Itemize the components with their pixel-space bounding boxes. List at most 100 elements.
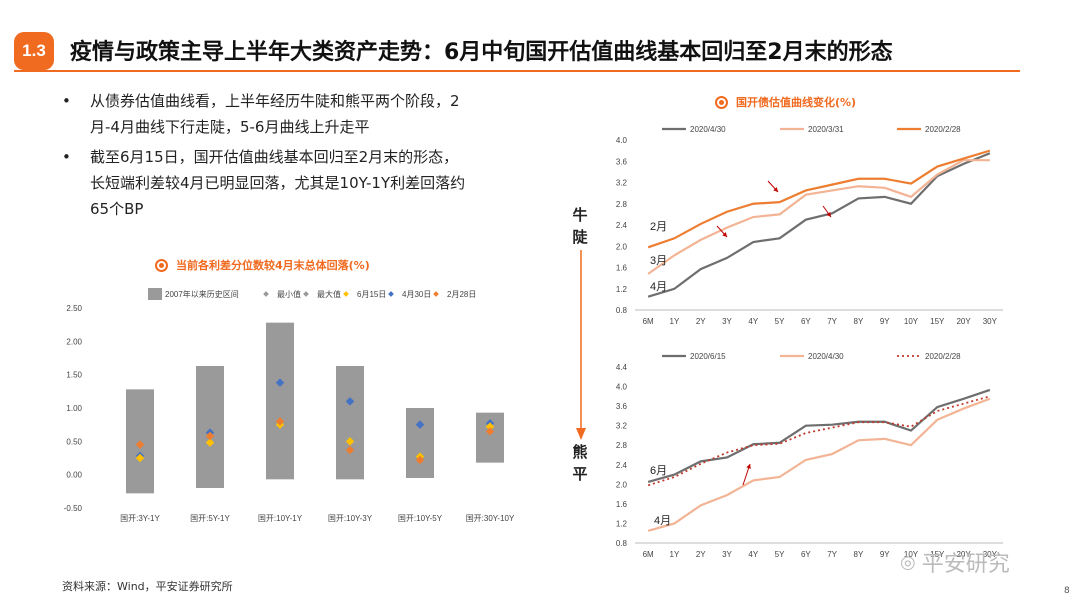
y-tick-label: 1.50 (66, 371, 82, 380)
x-tick-label: 国开:5Y-1Y (190, 514, 230, 523)
y-tick-label: 1.6 (616, 264, 628, 273)
marker-apr30 (415, 420, 425, 429)
bullet-line: 从债券估值曲线看，上半年经历牛陡和熊平两个阶段，2 (90, 92, 460, 110)
curve-annotation: 6月 (650, 465, 667, 477)
y-tick-label: 2.8 (616, 200, 628, 209)
legend-label: 2020/3/31 (808, 125, 844, 134)
watermark-text: 平安研究 (921, 552, 1010, 577)
y-tick-label: 3.6 (616, 157, 628, 166)
shift-arrowhead-icon (746, 464, 751, 469)
marker-apr30 (345, 397, 355, 406)
legend-label: 4月30日 (402, 290, 431, 299)
x-tick-label: 8Y (854, 550, 864, 559)
legend-swatch (148, 288, 162, 300)
section-badge: 1.3 (14, 32, 54, 70)
marker-feb28 (345, 445, 355, 455)
y-tick-label: 4.0 (616, 136, 628, 145)
x-tick-label: 7Y (827, 550, 837, 559)
x-tick-label: 6M (643, 317, 654, 326)
range-bar (336, 366, 364, 480)
legend-label: 最大值 (317, 289, 341, 299)
legend-swatch (343, 291, 349, 297)
bear-flat-label: 熊 平 (571, 441, 589, 485)
legend-label: 6月15日 (357, 290, 386, 299)
marker-jun15 (485, 422, 495, 431)
page-number: 8 (1064, 586, 1070, 596)
bullet-item: • 截至6月15日，国开估值曲线基本回归至2月末的形态， 长短端利差较4月已明显… (62, 144, 552, 222)
x-tick-label: 国开:10Y-5Y (398, 514, 443, 523)
bear-label-char: 熊 (572, 443, 588, 461)
spread-chart: 2.50 2.00 1.50 1.00 0.50 0.00 -0.50 2007年以来历史区间… (64, 288, 515, 523)
legend-label: 2020/4/30 (690, 125, 726, 134)
x-tick-label: 6Y (801, 550, 811, 559)
legend-swatch (263, 291, 269, 297)
marker-feb28 (415, 455, 425, 465)
y-tick-label: 1.2 (616, 285, 628, 294)
x-tick-label: 20Y (956, 317, 971, 326)
shift-arrowhead-icon (722, 232, 727, 237)
series-line (647, 388, 991, 483)
x-tick-label: 20Y (956, 550, 971, 559)
y-tick-label: 0.00 (66, 471, 82, 480)
curve-annotation: 4月 (654, 515, 671, 527)
x-tick-label: 1Y (670, 317, 680, 326)
bear-label-char: 平 (572, 465, 588, 483)
marker-apr30 (275, 378, 285, 387)
series-line (647, 152, 991, 298)
legend-label: 2020/6/15 (690, 352, 726, 361)
wechat-icon: ◎ (900, 551, 916, 573)
y-tick-label: 2.0 (616, 242, 628, 251)
bull-steep-label: 牛 陡 (571, 204, 589, 248)
x-tick-label: 15Y (930, 550, 945, 559)
x-tick-label: 5Y (775, 550, 785, 559)
spread-chart-title-text: 当前各利差分位数较4月末总体回落(%) (176, 259, 370, 272)
y-tick-label: 2.0 (616, 480, 628, 489)
marker-feb28 (135, 440, 145, 449)
y-tick-label: 0.50 (66, 437, 82, 446)
bullet-list: • 从债券估值曲线看，上半年经历牛陡和熊平两个阶段，2 月-4月曲线下行走陡，5… (62, 88, 552, 226)
spread-chart-title: 当前各利差分位数较4月末总体回落(%) (155, 257, 370, 273)
x-tick-label: 2Y (696, 317, 706, 326)
bullet-item: • 从债券估值曲线看，上半年经历牛陡和熊平两个阶段，2 月-4月曲线下行走陡，5… (62, 88, 552, 140)
x-tick-label: 30Y (983, 317, 998, 326)
x-tick-label: 7Y (827, 317, 837, 326)
marker-feb28 (275, 417, 285, 426)
series-line (647, 395, 991, 487)
y-tick-label: 3.2 (616, 422, 628, 431)
title-divider (14, 70, 1020, 72)
y-tick-label: 2.50 (66, 304, 82, 313)
y-tick-label: -0.50 (64, 504, 83, 513)
y-tick-label: 3.2 (616, 179, 628, 188)
curve-chart-bull: 4.0 3.6 3.2 2.8 2.4 2.0 1.6 1.2 0.8 6M 1Y 2Y 3Y 4Y 5Y 6… (616, 125, 1003, 326)
x-tick-label: 国开:10Y-3Y (328, 514, 373, 523)
marker-jun15 (135, 453, 145, 463)
y-tick-label: 4.4 (616, 363, 628, 372)
y-tick-label: 1.6 (616, 500, 628, 509)
curve-chart-title: 国开债估值曲线变化(%) (715, 94, 856, 110)
x-tick-label: 1Y (670, 550, 680, 559)
legend-label: 2007年以来历史区间 (165, 289, 239, 299)
x-tick-label: 30Y (983, 550, 998, 559)
x-tick-label: 6M (643, 550, 654, 559)
legend-label: 最小值 (277, 289, 301, 299)
curve-chart-title-text: 国开债估值曲线变化(%) (736, 96, 857, 109)
marker-jun15 (205, 438, 215, 447)
y-tick-label: 2.4 (616, 461, 628, 470)
bullet-line: 月-4月曲线下行走陡，5-6月曲线上升走平 (90, 118, 370, 136)
x-tick-label: 4Y (748, 550, 758, 559)
bull-label-char: 牛 (572, 206, 588, 224)
x-tick-label: 2Y (696, 550, 706, 559)
legend-label: 2020/2/28 (925, 125, 961, 134)
bullet-line: 长短端利差较4月已明显回落，尤其是10Y-1Y利差回落约 (90, 174, 466, 192)
x-tick-label: 国开:10Y-1Y (258, 514, 303, 523)
x-tick-label: 5Y (775, 317, 785, 326)
title-bullet-icon (715, 95, 728, 109)
x-tick-label: 3Y (722, 317, 732, 326)
page-title: 疫情与政策主导上半年大类资产走势：6月中旬国开估值曲线基本回归至2月末的形态 (70, 40, 893, 65)
bullet-marker: • (62, 148, 71, 166)
bullet-line: 截至6月15日，国开估值曲线基本回归至2月末的形态， (90, 148, 459, 166)
y-tick-label: 2.4 (616, 221, 628, 230)
legend-label: 2020/2/28 (925, 352, 961, 361)
y-tick-label: 1.00 (66, 404, 82, 413)
range-bar (266, 322, 294, 480)
